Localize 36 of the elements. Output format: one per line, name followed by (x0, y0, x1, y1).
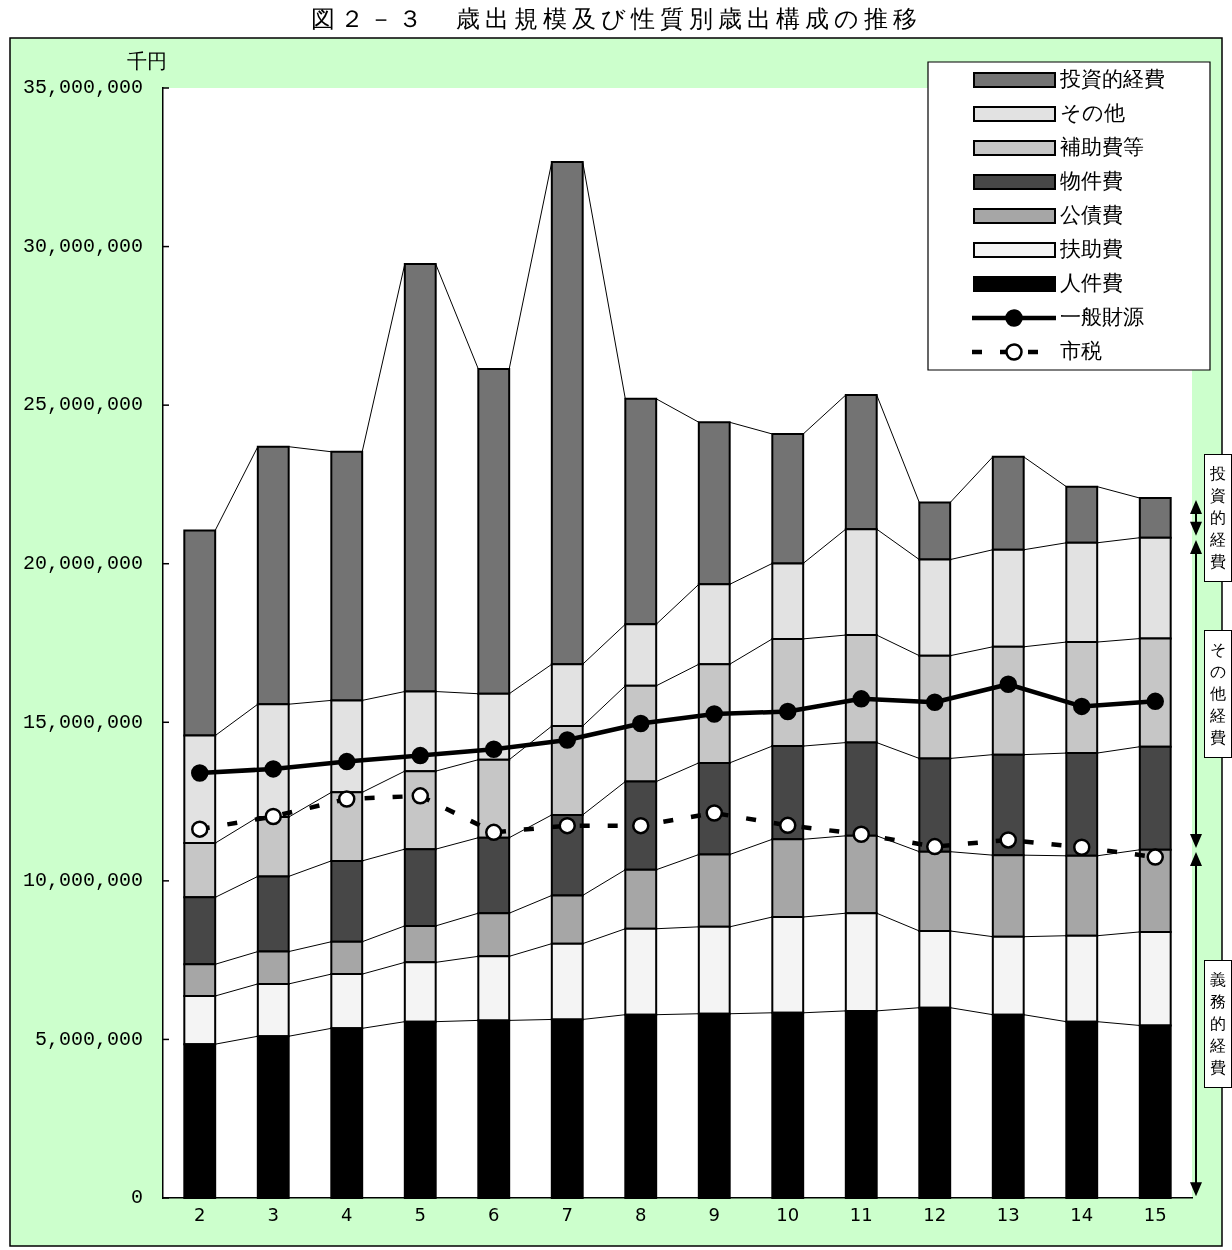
legend-label: 補助費等 (1060, 135, 1144, 160)
y-tick-label: 20,000,000 (22, 552, 143, 576)
y-tick-label: 35,000,000 (22, 76, 143, 100)
legend-label: 公債費 (1060, 203, 1123, 228)
chart-title: 図２－３ 歳出規模及び性質別歳出構成の推移 (310, 5, 922, 33)
legend-label: 市税 (1060, 339, 1102, 364)
legend-label: 扶助費 (1059, 237, 1123, 262)
x-tick-label: 9 (708, 1204, 720, 1226)
legend-label: その他 (1060, 101, 1125, 126)
x-tick-label: 14 (1070, 1204, 1094, 1226)
y-tick-label: 30,000,000 (22, 234, 143, 258)
x-tick-label: 3 (267, 1204, 279, 1226)
y-axis-title: 千円 (127, 49, 167, 74)
y-tick-label: 5,000,000 (34, 1027, 143, 1051)
x-tick-label: 8 (635, 1204, 647, 1226)
x-tick-label: 10 (776, 1204, 800, 1226)
x-tick-label: 2 (194, 1204, 206, 1226)
text: その他経費 (1204, 629, 1232, 758)
y-tick-label: 0 (130, 1186, 143, 1210)
x-tick-label: 11 (849, 1204, 873, 1226)
legend-label: 物件費 (1060, 169, 1123, 194)
y-tick-label: 10,000,000 (22, 869, 143, 893)
x-tick-label: 13 (996, 1204, 1020, 1226)
x-tick-label: 12 (923, 1204, 947, 1226)
x-tick-label: 15 (1143, 1204, 1167, 1226)
x-tick-label: 5 (414, 1204, 426, 1226)
x-tick-label: 4 (341, 1204, 353, 1226)
legend-label: 人件費 (1060, 271, 1123, 296)
y-tick-label: 25,000,000 (22, 393, 143, 417)
text: 投資的経費 (1204, 453, 1232, 582)
legend-label: 一般財源 (1060, 305, 1144, 330)
legend-label: 投資的経費 (1059, 67, 1165, 92)
x-tick-label: 7 (561, 1204, 573, 1226)
text: 義務的経費 (1204, 959, 1232, 1088)
y-tick-label: 15,000,000 (22, 710, 143, 734)
x-tick-label: 6 (488, 1204, 500, 1226)
